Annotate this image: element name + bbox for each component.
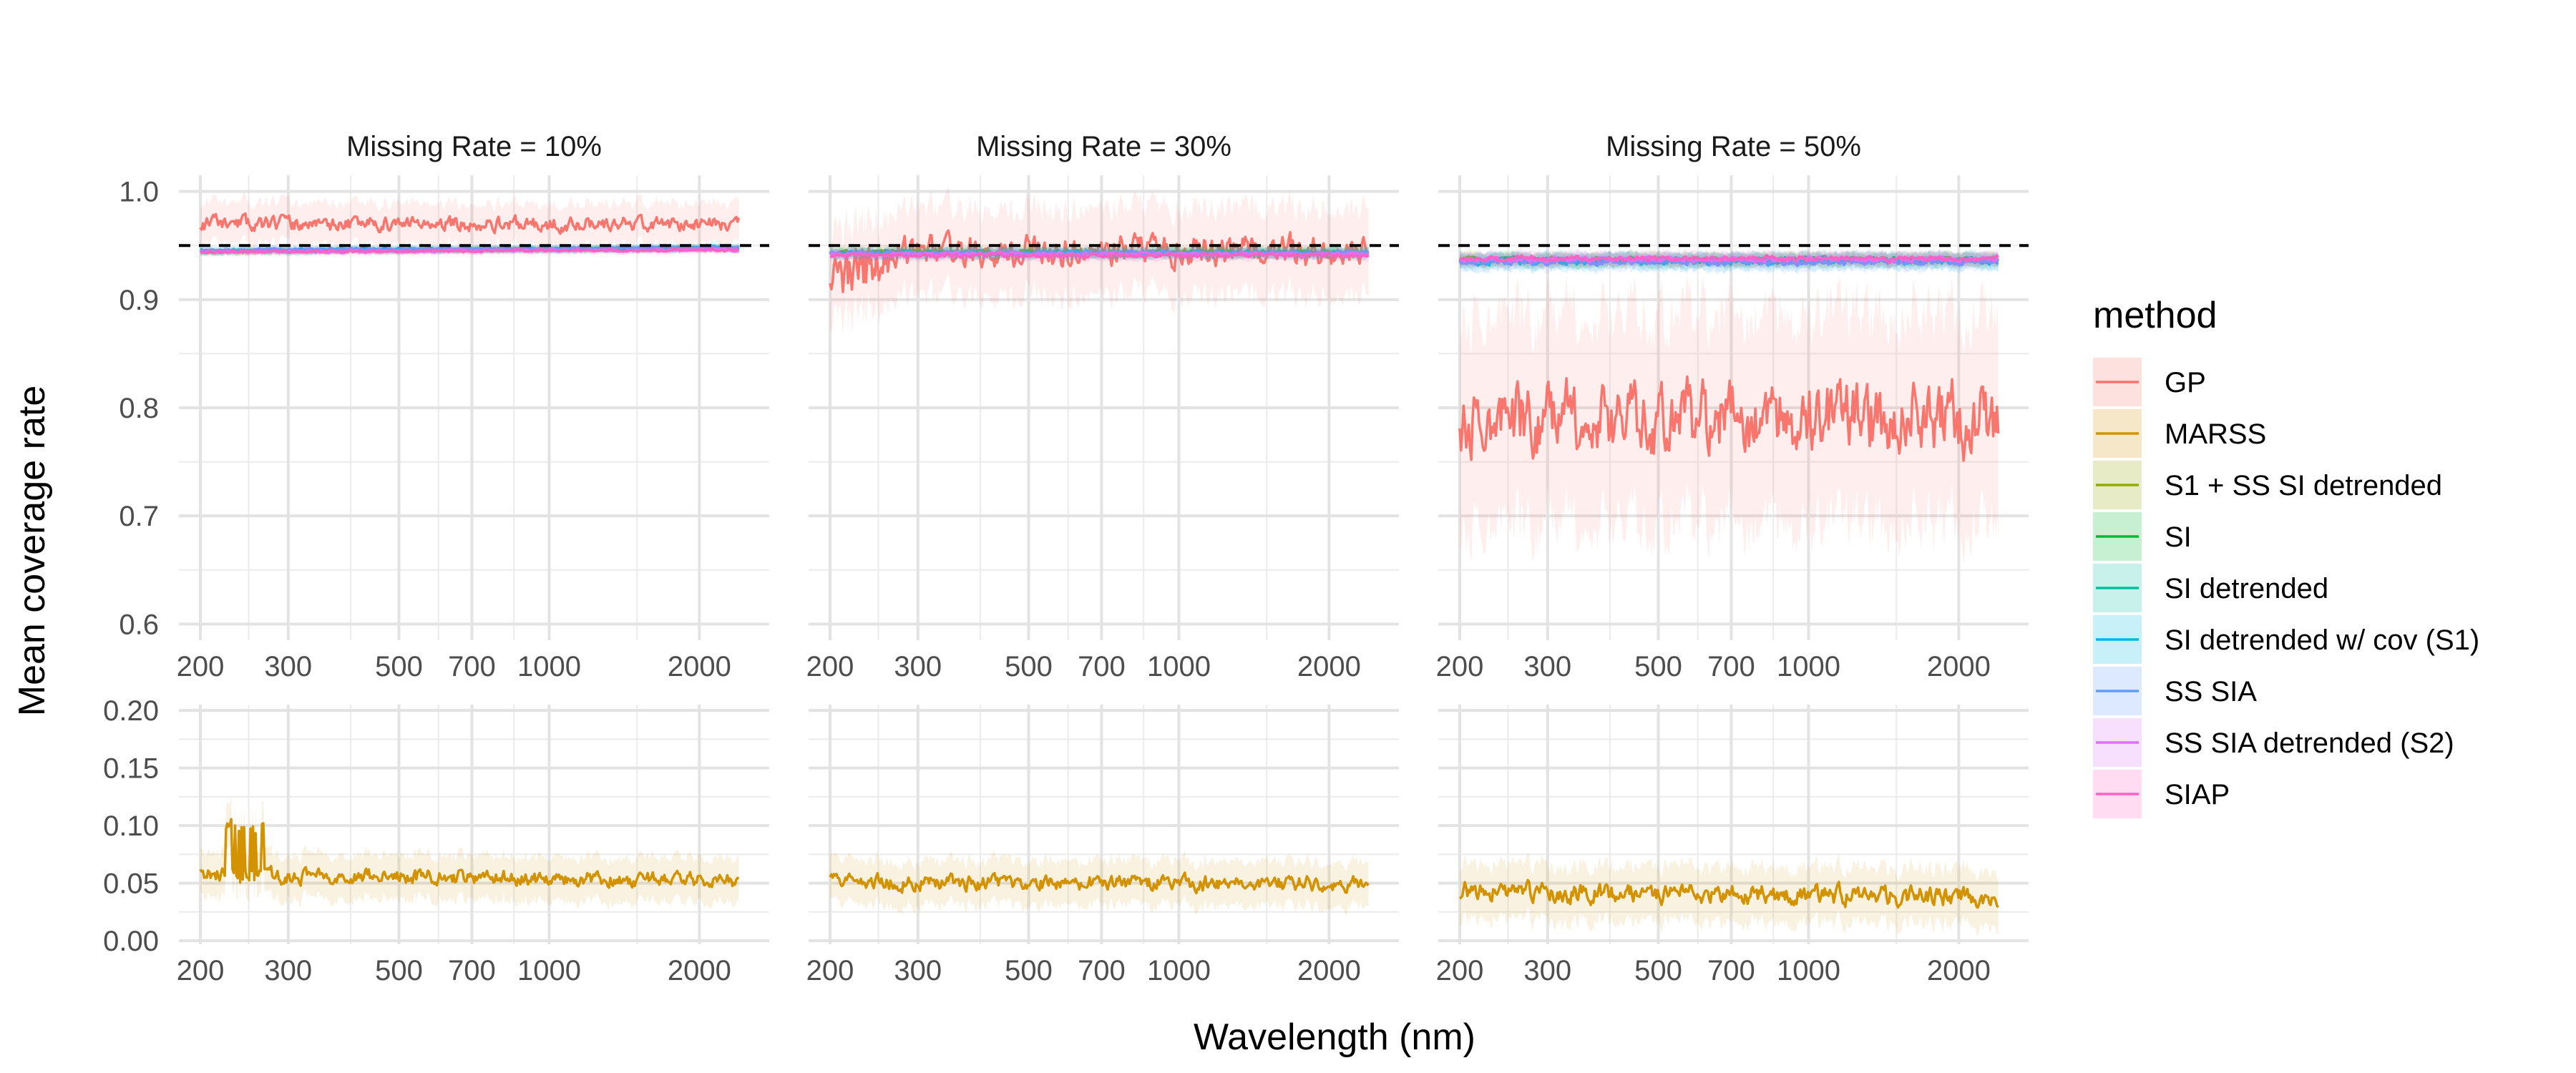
legend-item: S1 + SS SI detrended: [2093, 461, 2442, 509]
series-gp-facet-0: [199, 192, 741, 255]
x-tick-label-upper: 300: [264, 651, 312, 682]
series-line: [199, 248, 740, 255]
y-tick-label-upper: 1.0: [119, 177, 159, 208]
y-tick-label-lower: 0.15: [103, 753, 159, 785]
x-axis-title: Wavelength (nm): [1194, 1016, 1475, 1058]
series-line: [1458, 878, 1999, 909]
legend-title: method: [2093, 295, 2217, 336]
legend-label: MARSS: [2165, 418, 2266, 450]
x-tick-label-lower: 1000: [1777, 955, 1840, 986]
series-siap-facet-2: [1458, 248, 2000, 269]
series-marss-facet-1: [829, 851, 1370, 916]
legend-item: SS SIA detrended (S2): [2093, 718, 2454, 767]
x-tick-label-upper: 500: [1005, 651, 1053, 682]
legend-item: SI: [2093, 512, 2192, 561]
y-tick-label-upper: 0.9: [119, 285, 159, 316]
facet-strip-label: Missing Rate = 10%: [346, 131, 602, 162]
x-tick-label-lower: 1000: [1147, 955, 1211, 986]
legend-label: SI: [2165, 521, 2192, 553]
legend-item: SI detrended w/ cov (S1): [2093, 615, 2479, 664]
series-line: [199, 818, 740, 889]
x-tick-label-upper: 500: [375, 651, 423, 682]
legend-item: MARSS: [2093, 409, 2266, 458]
x-tick-label-lower: 200: [177, 955, 225, 986]
legend-label: SI detrended w/ cov (S1): [2165, 624, 2479, 656]
series-ribbon: [1460, 273, 1999, 565]
x-tick-label-lower: 200: [1436, 955, 1484, 986]
panel-lower-2: 200 300 500 700 1000 2000: [1436, 705, 2029, 986]
legend-label: GP: [2165, 367, 2206, 398]
series-line: [1458, 375, 2000, 462]
series-line: [829, 251, 1370, 259]
x-tick-label-upper: 1000: [517, 651, 581, 682]
x-tick-label-lower: 700: [448, 955, 496, 986]
series-gp-facet-2: [1458, 273, 2000, 565]
x-tick-label-upper: 2000: [668, 651, 731, 682]
legend-item: GP: [2093, 358, 2206, 406]
x-tick-label-upper: 2000: [1297, 651, 1361, 682]
x-tick-label-lower: 1000: [517, 955, 581, 986]
panel-upper-2: 200 300 500 700 1000 2000: [1436, 175, 2029, 682]
y-tick-label-lower: 0.05: [103, 868, 159, 900]
y-tick-label-upper: 0.7: [119, 501, 159, 532]
x-tick-label-lower: 700: [1707, 955, 1755, 986]
x-tick-label-lower: 2000: [1927, 955, 1991, 986]
x-tick-label-lower: 300: [894, 955, 942, 986]
x-tick-label-lower: 200: [806, 955, 854, 986]
x-tick-label-upper: 700: [1707, 651, 1755, 682]
legend-label: SIAP: [2165, 779, 2230, 810]
x-tick-label-upper: 1000: [1777, 651, 1840, 682]
x-tick-label-upper: 2000: [1927, 651, 1991, 682]
legend-label: SS SIA: [2165, 676, 2257, 707]
x-tick-label-lower: 300: [1523, 955, 1571, 986]
x-tick-label-upper: 300: [1523, 651, 1571, 682]
legend: method GP MARSS S1 + SS SI detrended SI SI de…: [2093, 295, 2479, 818]
legend-label: SS SIA detrended (S2): [2165, 727, 2454, 759]
x-tick-label-upper: 500: [1634, 651, 1682, 682]
y-tick-label-lower: 0.20: [103, 695, 159, 727]
series-line: [1458, 254, 2000, 263]
facet-strip-label: Missing Rate = 30%: [976, 131, 1231, 162]
panel-lower-0: 0.00 0.05 0.10 0.15 0.20 200 300 500 700 1000 2000: [103, 695, 769, 986]
x-tick-label-upper: 200: [806, 651, 854, 682]
x-tick-label-upper: 700: [448, 651, 496, 682]
legend-label: SI detrended: [2165, 573, 2328, 604]
series-siap-facet-0: [199, 245, 740, 257]
x-tick-label-lower: 700: [1078, 955, 1126, 986]
x-tick-label-lower: 2000: [1297, 955, 1361, 986]
y-tick-label-lower: 0.00: [103, 926, 159, 957]
series-line: [829, 871, 1370, 895]
series-line: [200, 245, 740, 253]
y-tick-label-upper: 0.8: [119, 393, 159, 424]
y-tick-label-upper: 0.6: [119, 609, 159, 640]
x-tick-label-upper: 200: [1436, 651, 1484, 682]
legend-item: SIAP: [2093, 770, 2230, 818]
series-ribbon: [830, 187, 1369, 335]
x-tick-label-upper: 700: [1078, 651, 1126, 682]
y-tick-label-lower: 0.10: [103, 810, 159, 842]
legend-label: S1 + SS SI detrended: [2165, 470, 2442, 501]
x-tick-label-lower: 500: [375, 955, 423, 986]
x-tick-label-lower: 500: [1005, 955, 1053, 986]
series-line: [199, 212, 741, 235]
x-tick-label-lower: 500: [1634, 955, 1682, 986]
x-tick-label-lower: 300: [264, 955, 312, 986]
facet-strip-label: Missing Rate = 50%: [1606, 131, 1861, 162]
x-tick-label-upper: 200: [177, 651, 225, 682]
series-marss-facet-0: [199, 797, 740, 910]
legend-item: SS SIA: [2093, 667, 2257, 715]
y-axis-title: Mean coverage rate: [11, 386, 53, 717]
legend-item: SI detrended: [2093, 564, 2328, 612]
x-tick-label-upper: 1000: [1147, 651, 1211, 682]
series-siap-facet-1: [829, 248, 1370, 263]
x-tick-label-upper: 300: [894, 651, 942, 682]
x-tick-label-lower: 2000: [668, 955, 731, 986]
series-marss-facet-2: [1458, 852, 1999, 936]
